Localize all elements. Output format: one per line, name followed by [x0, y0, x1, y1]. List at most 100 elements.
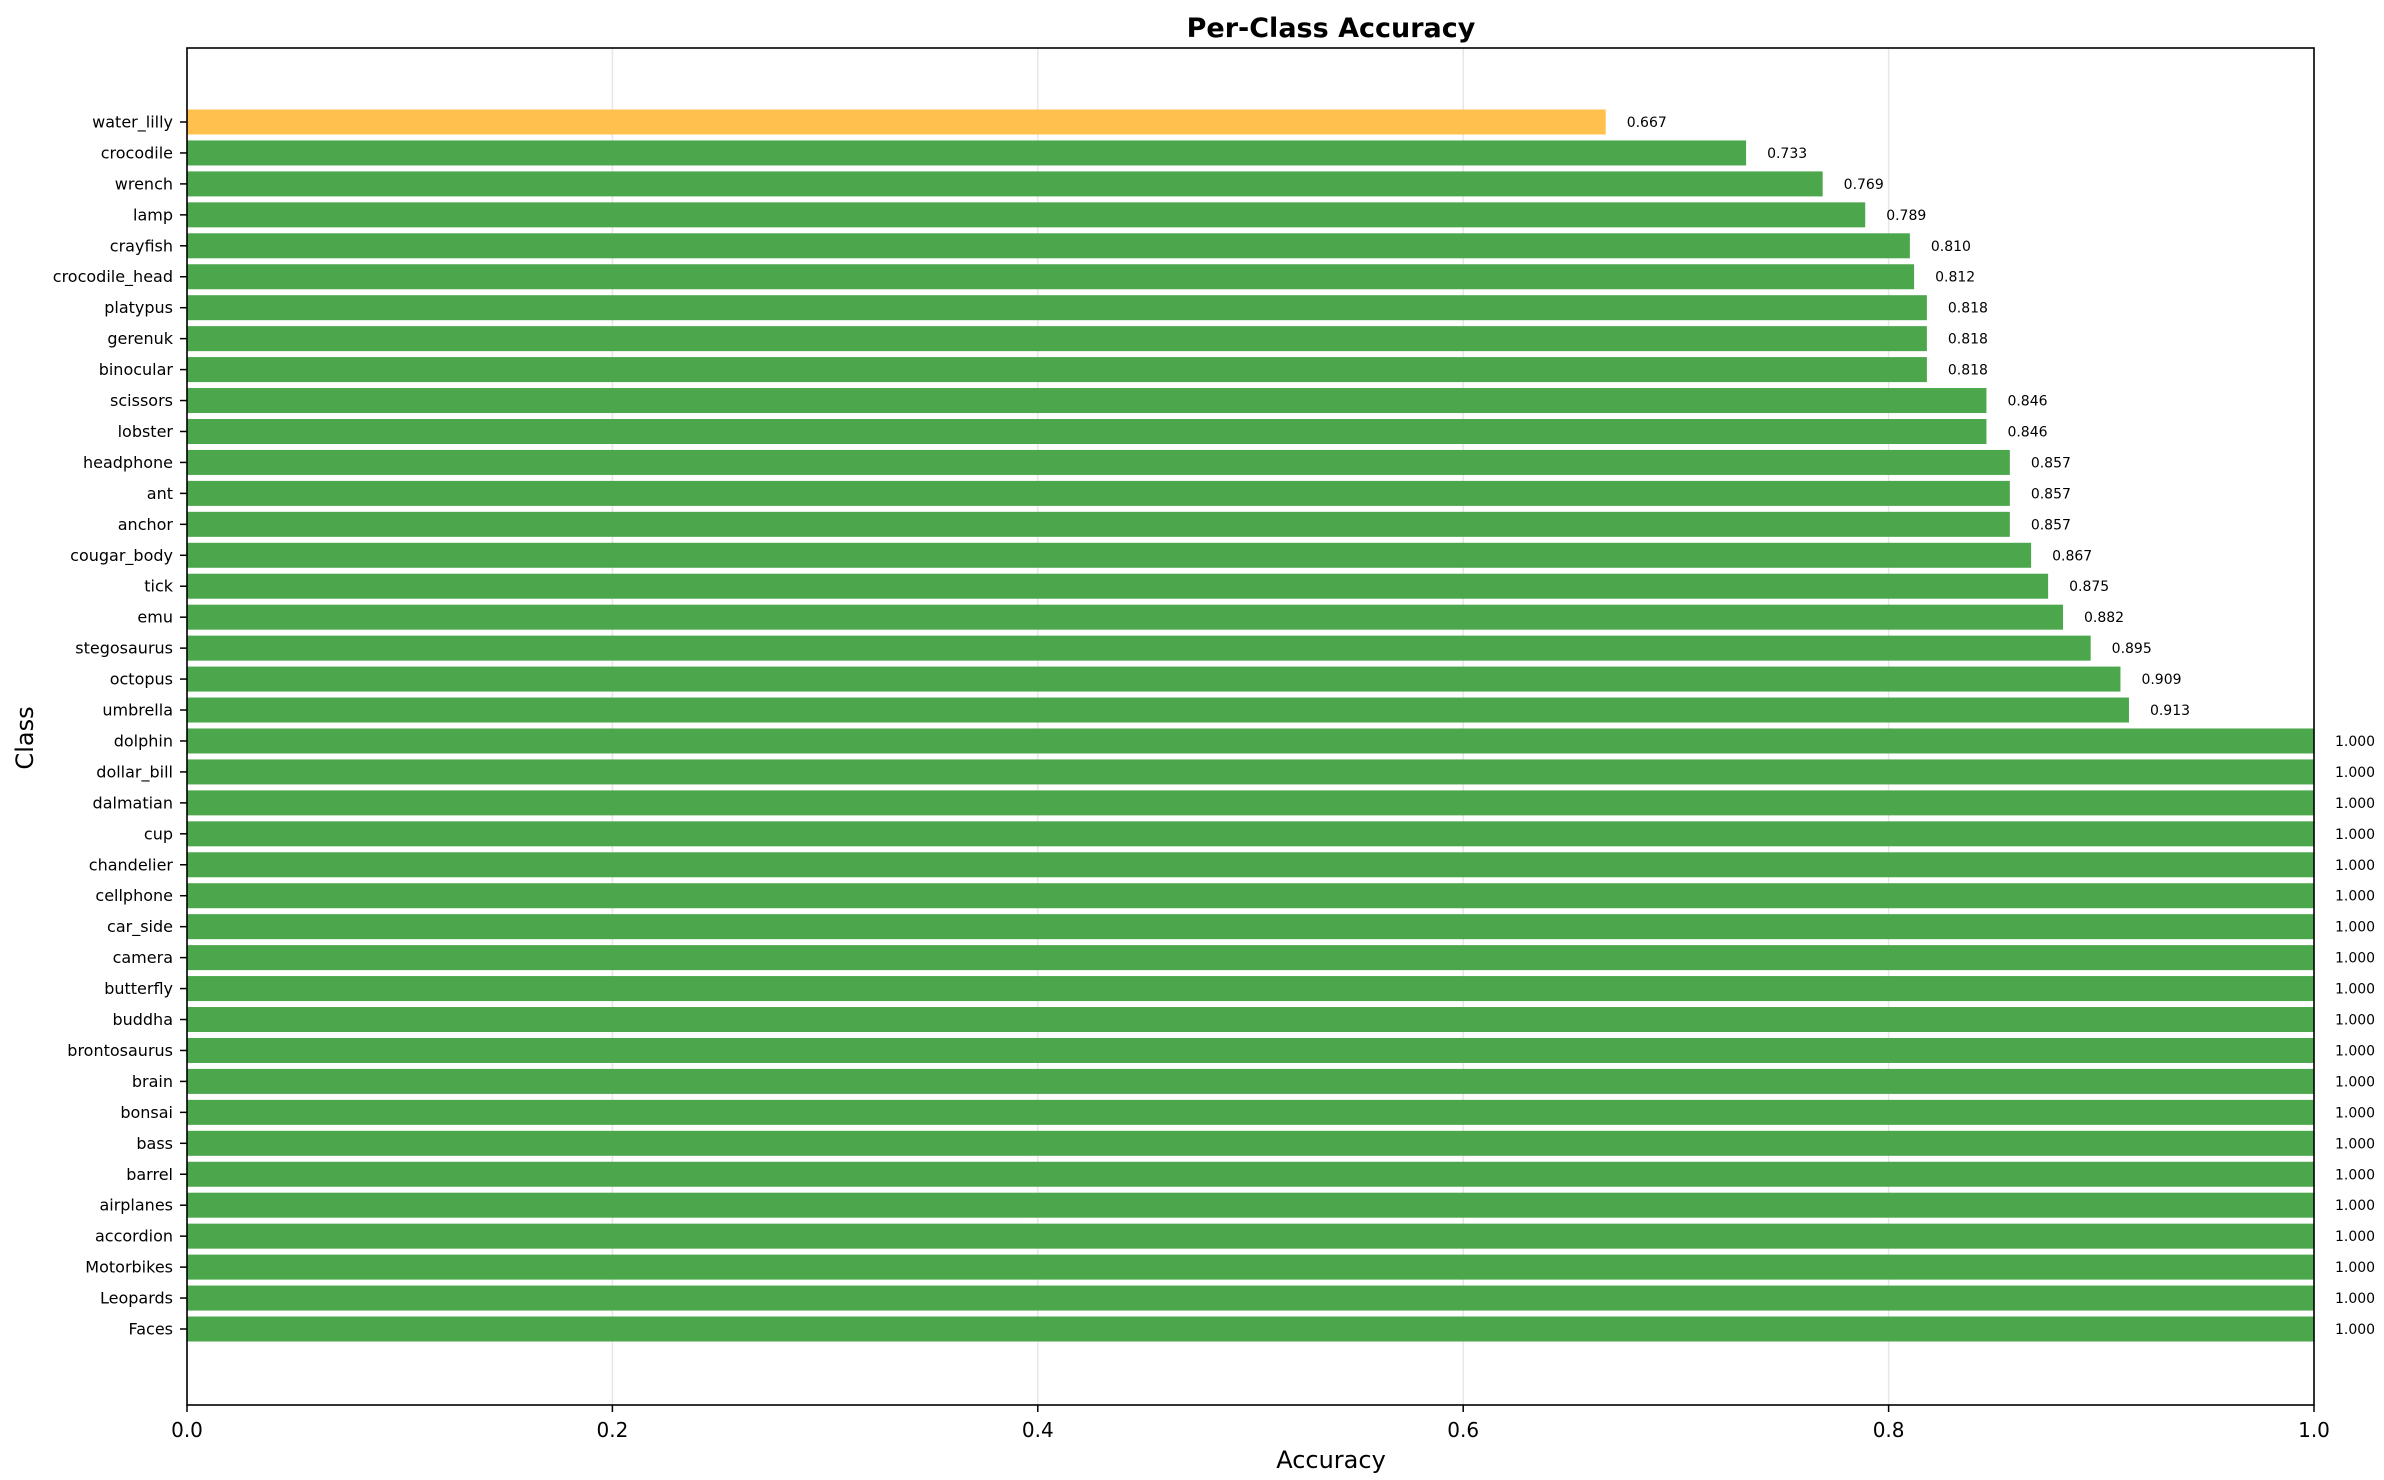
data-label: 1.000: [2335, 765, 2375, 781]
x-tick-label: 1.0: [2298, 1418, 2330, 1442]
y-tick-label: Leopards: [100, 1289, 173, 1308]
y-tick-label: car_side: [107, 917, 173, 937]
bar: [187, 604, 2064, 630]
bar: [187, 1068, 2314, 1094]
y-tick-label: Motorbikes: [85, 1258, 173, 1277]
y-tick-label: platypus: [104, 298, 173, 317]
bar: [187, 1316, 2314, 1342]
bar: [187, 821, 2314, 847]
bar: [187, 883, 2314, 909]
bar: [187, 697, 2129, 723]
bar: [187, 1007, 2314, 1033]
data-label: 1.000: [2335, 734, 2375, 750]
data-label: 0.846: [2007, 394, 2047, 410]
data-label: 0.810: [1931, 239, 1971, 255]
data-label: 1.000: [2335, 858, 2375, 874]
data-label: 0.857: [2031, 455, 2071, 471]
y-tick-label: stegosaurus: [75, 639, 173, 658]
bar: [187, 1037, 2314, 1063]
y-tick-label: bass: [136, 1134, 173, 1153]
bar: [187, 449, 2010, 475]
bar: [187, 140, 1747, 166]
bar: [187, 1161, 2314, 1187]
data-label: 0.913: [2150, 703, 2190, 719]
y-axis-title: Class: [11, 706, 39, 769]
bar: [187, 233, 1910, 259]
data-label: 1.000: [2335, 796, 2375, 812]
data-label: 1.000: [2335, 1013, 2375, 1029]
bar: [187, 171, 1823, 197]
x-tick-label: 0.8: [1873, 1418, 1905, 1442]
y-tick-label: bonsai: [120, 1103, 173, 1122]
y-tick-label: barrel: [126, 1165, 173, 1184]
bar: [187, 109, 1606, 135]
y-tick-label: octopus: [110, 670, 173, 689]
data-label: 1.000: [2335, 1198, 2375, 1214]
y-tick-label: tick: [144, 577, 174, 596]
x-tick-label: 0.4: [1022, 1418, 1054, 1442]
bar: [187, 852, 2314, 878]
bar: [187, 790, 2314, 816]
data-label: 1.000: [2335, 1105, 2375, 1121]
y-tick-label: dalmatian: [93, 793, 173, 812]
bar: [187, 1099, 2314, 1125]
data-label: 0.818: [1948, 332, 1988, 348]
data-label: 0.818: [1948, 363, 1988, 379]
bar: [187, 542, 2032, 568]
y-tick-label: scissors: [110, 391, 173, 410]
data-label: 0.846: [2007, 424, 2047, 440]
data-label: 0.818: [1948, 301, 1988, 317]
y-tick-label: dolphin: [114, 731, 173, 750]
data-label: 0.909: [2141, 672, 2181, 688]
data-label: 0.733: [1767, 146, 1807, 162]
y-tick-label: headphone: [83, 453, 173, 472]
data-label: 0.812: [1935, 270, 1975, 286]
y-tick-label: water_lilly: [92, 113, 173, 133]
data-label: 0.789: [1886, 208, 1926, 224]
y-tick-label: umbrella: [102, 701, 173, 720]
data-label: 0.769: [1844, 177, 1884, 193]
data-label: 0.857: [2031, 517, 2071, 533]
y-tick-label: cougar_body: [70, 546, 173, 566]
data-label: 0.667: [1627, 115, 1667, 131]
y-tick-label: brontosaurus: [67, 1041, 173, 1060]
data-label: 1.000: [2335, 889, 2375, 905]
data-label: 1.000: [2335, 1322, 2375, 1338]
y-tick-label: crayfish: [110, 236, 173, 255]
x-tick-label: 0.6: [1447, 1418, 1479, 1442]
chart-title: Per-Class Accuracy: [1187, 13, 1476, 44]
axis-layer: 0.0 0.2 0.4 0.6 0.8 1.0 water_lilly crocodile wr…: [53, 47, 2330, 1442]
y-tick-label: Faces: [128, 1320, 173, 1339]
bar: [187, 1285, 2314, 1311]
y-tick-label: binocular: [99, 360, 174, 379]
y-tick-label: dollar_bill: [96, 762, 173, 782]
bar: [187, 1130, 2314, 1156]
bar: [187, 202, 1866, 228]
y-tick-label: crocodile: [101, 143, 173, 162]
data-label: 0.875: [2069, 579, 2109, 595]
data-label: 1.000: [2335, 1074, 2375, 1090]
bar: [187, 480, 2010, 506]
y-tick-label: accordion: [95, 1227, 173, 1246]
y-tick-label: ant: [147, 484, 173, 503]
data-label: 1.000: [2335, 1229, 2375, 1245]
y-tick-label: gerenuk: [107, 329, 173, 348]
y-tick-label: airplanes: [99, 1196, 173, 1215]
y-tick-label: chandelier: [89, 855, 174, 874]
data-label: 0.882: [2084, 610, 2124, 626]
bar: [187, 1223, 2314, 1249]
plot-frame: [186, 47, 2315, 1406]
y-tick-label: emu: [137, 608, 173, 627]
data-label: 0.857: [2031, 486, 2071, 502]
data-label: 1.000: [2335, 827, 2375, 843]
y-tick-label: buddha: [112, 1010, 173, 1029]
bar: [187, 326, 1927, 352]
bar-layer: [187, 109, 2314, 1342]
bar: [187, 511, 2010, 537]
x-tick-label: 0.2: [596, 1418, 628, 1442]
data-label: 1.000: [2335, 982, 2375, 998]
bar: [187, 357, 1927, 383]
y-tick-label: crocodile_head: [53, 267, 173, 287]
